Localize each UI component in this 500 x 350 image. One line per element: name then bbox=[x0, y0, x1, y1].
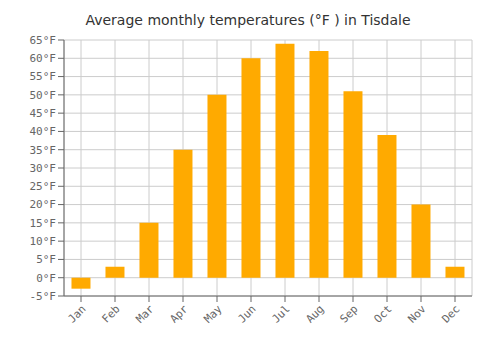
svg-text:55°F: 55°F bbox=[30, 70, 57, 83]
svg-text:Dec: Dec bbox=[439, 302, 462, 325]
svg-text:60°F: 60°F bbox=[30, 52, 57, 65]
svg-text:35°F: 35°F bbox=[30, 144, 57, 157]
svg-text:Aug: Aug bbox=[303, 302, 326, 325]
svg-text:Mar: Mar bbox=[133, 302, 157, 326]
svg-text:0°F: 0°F bbox=[36, 272, 56, 285]
svg-text:May: May bbox=[201, 302, 225, 326]
svg-text:20°F: 20°F bbox=[30, 198, 57, 211]
svg-text:5°F: 5°F bbox=[36, 253, 56, 266]
svg-text:50°F: 50°F bbox=[30, 89, 57, 102]
svg-text:65°F: 65°F bbox=[30, 34, 57, 47]
svg-text:10°F: 10°F bbox=[30, 235, 57, 248]
svg-text:Jul: Jul bbox=[269, 302, 292, 325]
svg-text:25°F: 25°F bbox=[30, 180, 57, 193]
svg-text:Apr: Apr bbox=[167, 302, 191, 326]
svg-text:30°F: 30°F bbox=[30, 162, 57, 175]
svg-text:15°F: 15°F bbox=[30, 217, 57, 230]
svg-text:-5°F: -5°F bbox=[30, 290, 57, 303]
svg-text:Feb: Feb bbox=[99, 302, 122, 325]
svg-text:Jan: Jan bbox=[65, 302, 88, 325]
svg-text:Nov: Nov bbox=[405, 302, 429, 326]
svg-text:40°F: 40°F bbox=[30, 125, 57, 138]
html-text:Average monthly temperatures (: Average monthly temperatures (°F ) in Ti… bbox=[85, 12, 411, 28]
svg-text:Oct: Oct bbox=[371, 302, 394, 325]
svg-text:Sep: Sep bbox=[337, 302, 360, 325]
svg-text:Jun: Jun bbox=[235, 302, 258, 325]
svg-text:45°F: 45°F bbox=[30, 107, 57, 120]
